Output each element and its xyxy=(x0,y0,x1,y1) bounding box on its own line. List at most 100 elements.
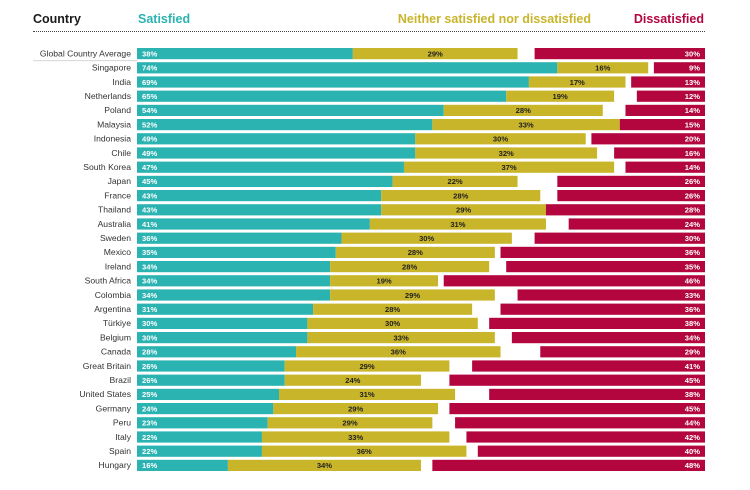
neutral-bar xyxy=(443,104,603,116)
country-label: Indonesia xyxy=(94,134,131,144)
neutral-bar xyxy=(267,417,433,429)
neutral-value-label: 28% xyxy=(516,106,531,115)
satisfied-value-label: 43% xyxy=(142,206,157,215)
satisfied-value-label: 38% xyxy=(142,49,157,58)
satisfied-value-label: 23% xyxy=(142,419,157,428)
country-label: France xyxy=(104,190,131,200)
neutral-value-label: 29% xyxy=(359,362,374,371)
country-column-header: Country xyxy=(33,12,81,26)
satisfied-value-label: 28% xyxy=(142,348,157,357)
dissatisfied-value-label: 26% xyxy=(685,191,700,200)
neutral-value-label: 29% xyxy=(348,404,363,413)
satisfied-value-label: 49% xyxy=(142,149,157,158)
satisfied-value-label: 69% xyxy=(142,78,157,87)
dissatisfied-value-label: 30% xyxy=(685,234,700,243)
dissatisfied-value-label: 42% xyxy=(685,433,700,442)
country-label: Thailand xyxy=(98,205,131,215)
satisfied-legend-label: Satisfied xyxy=(138,12,191,26)
neutral-bar xyxy=(506,90,615,102)
satisfied-bar xyxy=(137,62,558,74)
satisfied-bar xyxy=(137,175,393,187)
neutral-value-label: 31% xyxy=(450,220,465,229)
dissatisfied-value-label: 48% xyxy=(685,461,700,470)
country-label: Spain xyxy=(109,446,131,456)
dissatisfied-bar xyxy=(449,403,705,415)
satisfied-value-label: 52% xyxy=(142,120,157,129)
country-label: Hungary xyxy=(99,460,132,470)
country-label: Canada xyxy=(101,347,131,357)
neutral-value-label: 17% xyxy=(570,78,585,87)
neutral-bar xyxy=(403,161,615,173)
satisfied-bar xyxy=(137,232,342,244)
neutral-value-label: 16% xyxy=(595,64,610,73)
country-label: Netherlands xyxy=(85,91,131,101)
dissatisfied-value-label: 9% xyxy=(689,64,700,73)
neutral-bar xyxy=(261,431,450,443)
neutral-value-label: 32% xyxy=(499,149,514,158)
satisfied-bar xyxy=(137,346,297,358)
satisfied-bar xyxy=(137,445,262,457)
satisfied-value-label: 35% xyxy=(142,248,157,257)
dissatisfied-value-label: 30% xyxy=(685,49,700,58)
country-label: Brazil xyxy=(110,375,132,385)
dissatisfied-value-label: 24% xyxy=(685,220,700,229)
dissatisfied-bar xyxy=(614,147,705,159)
dissatisfied-value-label: 41% xyxy=(685,362,700,371)
dissatisfied-bar xyxy=(591,133,705,145)
neutral-value-label: 29% xyxy=(456,206,471,215)
satisfied-bar xyxy=(137,303,314,315)
satisfied-value-label: 26% xyxy=(142,362,157,371)
dissatisfied-value-label: 35% xyxy=(685,262,700,271)
neutral-bar xyxy=(415,147,598,159)
dissatisfied-bar xyxy=(455,417,705,429)
neutral-value-label: 34% xyxy=(317,461,332,470)
satisfied-value-label: 30% xyxy=(142,333,157,342)
satisfied-bar xyxy=(137,360,285,372)
neutral-bar xyxy=(330,261,490,273)
dissatisfied-value-label: 12% xyxy=(685,92,700,101)
dissatisfied-value-label: 26% xyxy=(685,177,700,186)
country-label: Ireland xyxy=(105,261,131,271)
dissatisfied-bar xyxy=(511,332,705,344)
country-label: Peru xyxy=(113,418,131,428)
satisfied-bar xyxy=(137,431,262,443)
dissatisfied-bar xyxy=(449,374,705,386)
satisfied-value-label: 30% xyxy=(142,319,157,328)
satisfied-bar xyxy=(137,289,331,301)
country-label: Mexico xyxy=(104,247,131,257)
satisfied-bar xyxy=(137,403,274,415)
neutral-value-label: 28% xyxy=(385,305,400,314)
neutral-bar xyxy=(369,218,546,230)
neutral-value-label: 36% xyxy=(391,348,406,357)
neutral-bar xyxy=(432,119,620,131)
neutral-bar xyxy=(330,275,439,287)
dissatisfied-bar xyxy=(625,104,705,116)
dissatisfied-value-label: 34% xyxy=(685,333,700,342)
neutral-value-label: 30% xyxy=(419,234,434,243)
satisfied-value-label: 25% xyxy=(142,390,157,399)
neutral-value-label: 37% xyxy=(501,163,516,172)
neutral-bar xyxy=(341,232,512,244)
neutral-value-label: 36% xyxy=(357,447,372,456)
country-label: Colombia xyxy=(95,290,132,300)
dissatisfied-bar xyxy=(625,161,705,173)
dissatisfied-value-label: 13% xyxy=(685,78,700,87)
dissatisfied-bar xyxy=(443,275,705,287)
neutral-bar xyxy=(352,48,518,60)
neutral-bar xyxy=(392,175,518,187)
country-label: Japan xyxy=(108,176,132,186)
dissatisfied-value-label: 33% xyxy=(685,291,700,300)
dissatisfied-bar xyxy=(557,175,705,187)
dissatisfied-bar xyxy=(557,190,705,202)
dissatisfied-value-label: 29% xyxy=(685,348,700,357)
country-label: Poland xyxy=(104,105,131,115)
dissatisfied-bar xyxy=(500,303,705,315)
dissatisfied-bar xyxy=(500,246,705,258)
dissatisfied-value-label: 14% xyxy=(685,106,700,115)
country-label: Germany xyxy=(96,403,132,413)
satisfied-bar xyxy=(137,147,416,159)
dissatisfied-value-label: 36% xyxy=(685,248,700,257)
dissatisfied-value-label: 16% xyxy=(685,149,700,158)
dissatisfied-bar xyxy=(636,90,705,102)
satisfied-bar xyxy=(137,133,416,145)
